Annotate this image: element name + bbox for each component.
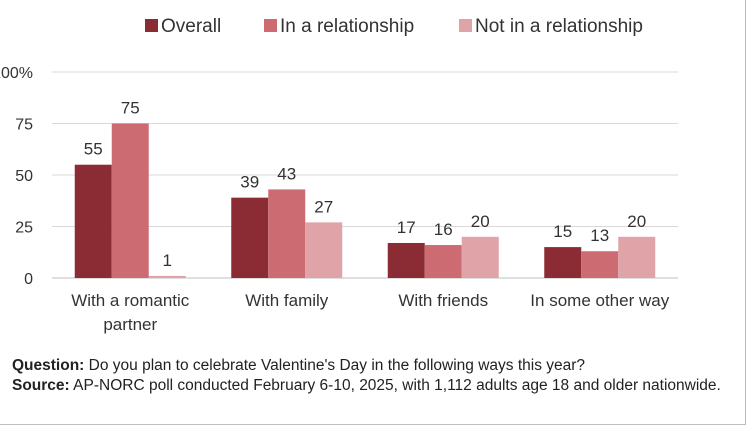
- y-tick-label: 25: [15, 220, 33, 237]
- chart-notes: Question: Do you plan to celebrate Valen…: [12, 356, 737, 396]
- data-label: 39: [240, 173, 259, 192]
- question-text: Do you plan to celebrate Valentine's Day…: [88, 357, 586, 374]
- bar: [74, 164, 112, 278]
- bar: [231, 197, 269, 278]
- data-label: 15: [553, 222, 572, 241]
- category-label: In some other way: [530, 291, 669, 310]
- bar: [148, 275, 186, 278]
- question-label: Question:: [12, 357, 85, 374]
- legend-label: In a relationship: [280, 16, 414, 37]
- y-tick-label: 100%: [0, 65, 33, 82]
- legend-swatch: [459, 19, 472, 32]
- data-label: 13: [590, 226, 609, 245]
- source-label: Source:: [12, 377, 70, 394]
- data-label: 1: [163, 251, 172, 270]
- bar: [387, 242, 425, 278]
- data-label: 27: [314, 197, 333, 216]
- legend-label: Not in a relationship: [475, 16, 643, 37]
- category-label: With a romantic: [71, 291, 190, 310]
- data-label: 17: [397, 218, 416, 237]
- legend-label: Overall: [161, 16, 221, 37]
- bar: [581, 251, 619, 278]
- bar: [618, 236, 656, 278]
- bar: [111, 123, 149, 278]
- bar: [305, 222, 343, 278]
- y-tick-label: 75: [15, 117, 33, 134]
- data-label: 55: [84, 140, 103, 159]
- question-note: Question: Do you plan to celebrate Valen…: [12, 356, 737, 376]
- category-label: partner: [103, 315, 157, 334]
- data-label: 75: [121, 99, 140, 118]
- bar: [461, 236, 499, 278]
- source-note: Source: AP-NORC poll conducted February …: [12, 376, 737, 396]
- legend-swatch: [264, 19, 277, 32]
- bar: [268, 189, 306, 278]
- source-text: AP-NORC poll conducted February 6-10, 20…: [73, 377, 721, 394]
- data-label: 43: [277, 164, 296, 183]
- y-tick-label: 50: [15, 168, 33, 185]
- data-label: 20: [627, 212, 646, 231]
- data-label: 16: [434, 220, 453, 239]
- y-tick-label: 0: [24, 271, 33, 288]
- bar: [424, 245, 462, 278]
- legend-swatch: [145, 19, 158, 32]
- bar-chart: 0 25 50 75 100% 55 75 1 With a romantic partner 39…: [0, 16, 678, 334]
- data-label: 20: [471, 212, 490, 231]
- category-label: With family: [245, 291, 329, 310]
- category-label: With friends: [398, 291, 488, 310]
- bar: [544, 247, 582, 278]
